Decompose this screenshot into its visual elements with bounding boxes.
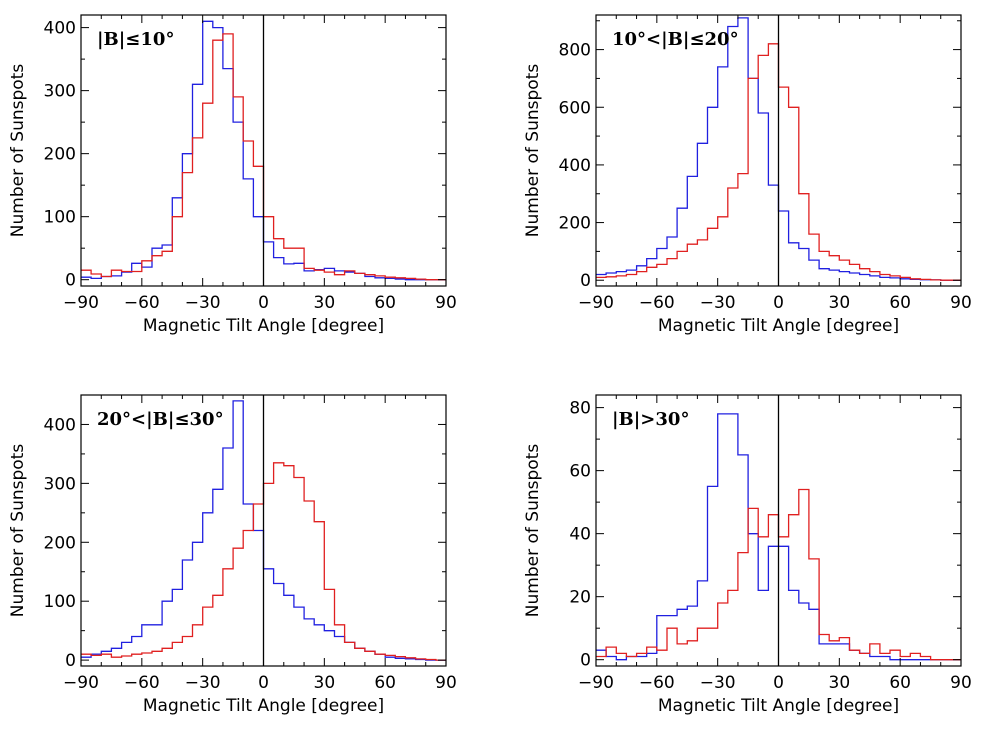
y-tick-label: 80 <box>569 399 591 419</box>
x-tick-label: 30 <box>314 293 336 313</box>
panel-title: 10°<|B|≤20° <box>612 29 739 50</box>
x-tick-label: −30 <box>700 673 736 693</box>
x-tick-label: −60 <box>124 673 160 693</box>
x-axis-label: Magnetic Tilt Angle [degree] <box>658 316 899 336</box>
x-tick-label: 60 <box>889 293 911 313</box>
x-tick-label: 0 <box>773 293 784 313</box>
x-tick-label: −30 <box>185 673 221 693</box>
y-tick-label: 200 <box>44 533 76 553</box>
x-tick-label: 60 <box>374 293 396 313</box>
y-tick-label: 0 <box>580 651 591 671</box>
y-tick-label: 400 <box>44 19 76 39</box>
x-tick-label: 60 <box>374 673 396 693</box>
y-tick-label: 100 <box>44 208 76 228</box>
x-tick-label: 30 <box>829 673 851 693</box>
panel-3: −90 −60 −30 0 30 60 90 0 100 200 300 400 20°<|B|≤30°… <box>8 394 457 716</box>
x-tick-label: −30 <box>185 293 221 313</box>
y-tick-label: 20 <box>569 588 591 608</box>
x-tick-label: −60 <box>124 293 160 313</box>
x-tick-label: 90 <box>950 293 972 313</box>
x-tick-label: 90 <box>435 293 457 313</box>
panel-title: |B|≤10° <box>97 29 174 50</box>
panel-4: −90 −60 −30 0 30 60 90 0 20 40 60 80 |B|>30° Magnetic… <box>523 394 972 716</box>
x-axis-label: Magnetic Tilt Angle [degree] <box>143 316 384 336</box>
panel-title: 20°<|B|≤30° <box>97 409 224 430</box>
y-tick-label: 400 <box>44 415 76 435</box>
x-axis-label: Magnetic Tilt Angle [degree] <box>143 696 384 716</box>
y-axis-label: Number of Sunspots <box>523 64 543 238</box>
y-tick-label: 0 <box>580 271 591 291</box>
y-tick-label: 0 <box>65 271 76 291</box>
x-tick-label: 0 <box>258 293 269 313</box>
x-tick-label: −90 <box>578 293 614 313</box>
series-blue-line <box>596 413 961 661</box>
x-tick-label: −30 <box>700 293 736 313</box>
x-tick-label: 90 <box>435 673 457 693</box>
y-tick-label: 40 <box>569 525 591 545</box>
y-tick-label: 600 <box>559 98 591 118</box>
panel-2: −90 −60 −30 0 30 60 90 0 200 400 600 800 10°<|B|≤20°… <box>523 14 972 336</box>
x-tick-label: −90 <box>578 673 614 693</box>
x-tick-label: 30 <box>314 673 336 693</box>
y-tick-label: 200 <box>559 214 591 234</box>
y-axis-label: Number of Sunspots <box>8 444 28 618</box>
y-tick-label: 300 <box>44 82 76 102</box>
x-axis-label: Magnetic Tilt Angle [degree] <box>658 696 899 716</box>
x-tick-label: 60 <box>889 673 911 693</box>
y-tick-label: 400 <box>559 156 591 176</box>
y-tick-label: 200 <box>44 145 76 165</box>
y-tick-label: 100 <box>44 592 76 612</box>
x-tick-label: −60 <box>639 673 675 693</box>
x-tick-label: −90 <box>63 293 99 313</box>
y-tick-label: 60 <box>569 462 591 482</box>
y-tick-label: 800 <box>559 41 591 61</box>
y-tick-label: 0 <box>65 651 76 671</box>
x-tick-label: 30 <box>829 293 851 313</box>
y-axis-label: Number of Sunspots <box>523 444 543 618</box>
x-tick-label: 90 <box>950 673 972 693</box>
x-tick-label: 0 <box>773 673 784 693</box>
y-tick-label: 300 <box>44 474 76 494</box>
x-tick-label: −90 <box>63 673 99 693</box>
y-axis-label: Number of Sunspots <box>8 64 28 238</box>
panel-title: |B|>30° <box>612 409 689 430</box>
x-tick-label: −60 <box>639 293 675 313</box>
x-tick-label: 0 <box>258 673 269 693</box>
panel-1: −90 −60 −30 0 30 60 90 0 100 200 300 400 |B|≤10° Magn… <box>8 14 457 336</box>
